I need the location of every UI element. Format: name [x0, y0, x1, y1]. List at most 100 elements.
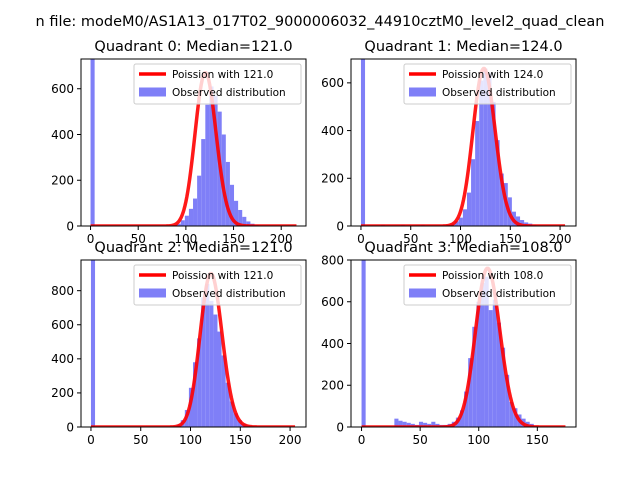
x-tick-label: 150 — [229, 433, 252, 447]
y-tick-label: 200 — [321, 379, 344, 393]
histogram-bar — [234, 200, 239, 226]
observed-bars — [361, 260, 538, 427]
histogram-bar — [361, 260, 366, 427]
legend-label-poisson: Poission with 108.0 — [442, 270, 543, 282]
histogram-bar — [242, 216, 247, 226]
histogram-bar — [229, 184, 235, 226]
legend-label-poisson: Poission with 121.0 — [172, 270, 273, 282]
histogram-bar — [238, 209, 243, 226]
histogram-bar — [229, 401, 234, 427]
histogram-bar — [496, 322, 501, 427]
histogram-bar — [188, 208, 194, 226]
histogram-bar — [197, 338, 202, 427]
poisson-curve — [89, 70, 298, 226]
legend: Poission with 124.0 Observed distribution — [403, 63, 572, 105]
histogram-bar — [492, 299, 497, 427]
y-tick-label: 400 — [51, 128, 74, 142]
legend-box — [403, 63, 572, 105]
histogram-bar — [462, 209, 467, 226]
y-tick-label: 600 — [51, 82, 74, 96]
axes-frame — [350, 58, 577, 227]
histogram-bar — [394, 418, 399, 427]
histogram-bar — [431, 421, 436, 427]
subplots: Quadrant 0: Median=121.0 0 50 100 150 200 0 200… — [51, 39, 577, 447]
legend-label-poisson: Poission with 124.0 — [442, 69, 543, 81]
x-tick-label: 200 — [549, 232, 572, 246]
histogram-bar — [515, 216, 521, 226]
histogram-bar — [197, 175, 202, 226]
histogram-bar — [468, 358, 473, 427]
subplot-quadrant-0: Quadrant 0: Median=121.0 0 50 100 150 200 0 200… — [51, 39, 307, 246]
y-tick-label: 200 — [51, 174, 74, 188]
axes-frame — [80, 259, 307, 428]
subplot-quadrant-3: Quadrant 3: Median=108.0 0 50 100 150 0 200 400… — [321, 240, 577, 447]
x-tick-label: 150 — [499, 232, 522, 246]
histogram-bar — [488, 310, 493, 427]
legend-label-observed: Observed distribution — [172, 87, 286, 99]
histogram-bar — [459, 410, 465, 427]
histogram-bar — [213, 314, 218, 427]
x-tick-label: 100 — [449, 232, 472, 246]
histogram-bar — [491, 101, 496, 226]
histogram-bar — [360, 59, 366, 226]
histogram-bar — [180, 220, 185, 226]
x-tick-label: 100 — [467, 433, 490, 447]
subplot-title: Quadrant 3: Median=108.0 — [364, 240, 562, 256]
histogram-bar — [480, 282, 485, 427]
histogram-bar — [205, 104, 210, 226]
histogram-bar — [193, 362, 198, 427]
histogram-bar — [225, 382, 230, 427]
subplot-title: Quadrant 2: Median=121.0 — [94, 240, 292, 256]
x-tick-label: 100 — [179, 433, 202, 447]
histogram-bar — [499, 173, 504, 226]
y-tick-label: 0 — [66, 420, 74, 434]
y-tick-label: 0 — [336, 219, 344, 233]
x-tick-label: 0 — [357, 232, 365, 246]
histogram-bar — [418, 421, 424, 427]
legend-label-observed: Observed distribution — [442, 288, 556, 300]
histogram-bar — [513, 408, 518, 427]
y-tick-label: 600 — [321, 295, 344, 309]
x-tick-label: 50 — [131, 232, 146, 246]
legend-label-observed: Observed distribution — [172, 288, 286, 300]
x-tick-label: 200 — [270, 232, 293, 246]
y-tick-label: 600 — [51, 318, 74, 332]
histogram-bar — [483, 68, 488, 226]
figure-suptitle: n file: modeM0/AS1A13_017T02_9000006032_… — [36, 14, 605, 30]
histogram-bar — [246, 221, 251, 226]
x-tick-label: 0 — [87, 232, 95, 246]
histogram-bar — [505, 374, 510, 427]
subplot-title: Quadrant 1: Median=124.0 — [364, 39, 562, 55]
y-tick-label: 0 — [336, 420, 344, 434]
legend-patch-swatch — [139, 288, 166, 298]
histogram-bar — [90, 59, 95, 226]
x-tick-label: 200 — [279, 433, 302, 447]
histogram-bar — [509, 401, 514, 427]
histogram-bar — [193, 198, 198, 226]
histogram-bar — [217, 331, 222, 427]
y-tick-label: 800 — [321, 253, 344, 267]
histogram-bar — [479, 80, 484, 226]
subplot-quadrant-2: Quadrant 2: Median=121.0 0 50 100 150 200 0 200… — [51, 240, 307, 447]
histogram-bar — [466, 192, 472, 226]
histogram-bar — [398, 420, 403, 427]
x-tick-label: 0 — [87, 433, 95, 447]
histogram-bar — [209, 300, 214, 427]
histogram-bar — [201, 139, 206, 226]
legend-label-poisson: Poission with 121.0 — [172, 69, 273, 81]
x-tick-label: 50 — [403, 232, 418, 246]
histogram-bar — [221, 355, 226, 427]
legend-box — [403, 264, 572, 306]
x-tick-label: 100 — [174, 232, 197, 246]
histogram-bar — [201, 297, 206, 427]
y-tick-label: 200 — [321, 172, 344, 186]
histogram-bar — [423, 422, 428, 427]
histogram-bar — [406, 422, 411, 427]
x-tick-label: 150 — [526, 433, 549, 447]
legend-patch-swatch — [409, 288, 436, 298]
histogram-bar — [454, 221, 459, 226]
histogram-bar — [458, 217, 463, 226]
x-tick-label: 50 — [413, 433, 428, 447]
legend-patch-swatch — [139, 87, 166, 97]
